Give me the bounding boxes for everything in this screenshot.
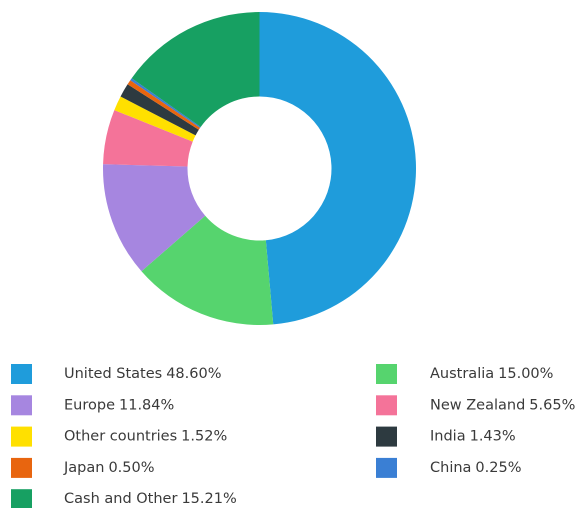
legend-swatch [11,489,32,508]
legend-value: 0.25% [475,460,521,476]
legend-name: Europe [64,397,115,413]
legend-label: Other countries 1.52% [64,429,227,445]
legend-name: China [430,460,471,476]
slice [120,84,199,136]
legend-swatch [376,457,397,478]
slice [114,96,196,142]
legend-name: India [430,429,466,445]
slice [127,80,201,130]
slice [259,12,417,325]
slice [102,164,206,272]
legend-value: 1.52% [181,429,227,445]
legend-name: Australia [430,366,494,382]
legend-value: 1.43% [470,429,516,445]
slice [103,110,193,167]
legend-label: Cash and Other 15.21% [64,491,237,507]
legend-label: China 0.25% [430,460,522,476]
legend-value: 48.60% [166,366,221,382]
slice [141,215,274,325]
legend-name: Cash and Other [64,491,177,507]
legend-swatch [376,395,397,416]
legend-swatch [11,364,32,384]
legend-value: 5.65% [529,397,575,413]
legend-label: New Zealand 5.65% [430,397,575,413]
legend-label: Australia 15.00% [430,366,553,382]
legend-label: Japan 0.50% [63,460,155,476]
legend-swatch [11,395,32,416]
legend-swatch [11,457,32,478]
legend-name: United States [64,366,162,382]
legend-swatch [376,426,397,447]
legend-label: United States 48.60% [64,366,221,382]
legend-name: Japan [63,460,104,476]
legend-label: India 1.43% [430,429,516,445]
legend-name: Other countries [64,429,177,445]
legend-value: 0.50% [108,460,154,476]
legend-value: 11.84% [119,397,174,413]
legend-value: 15.21% [181,491,236,507]
legend-swatch [11,426,32,447]
legend-value: 15.00% [498,366,553,382]
slice [131,12,260,127]
slice [130,78,201,128]
legend-swatch [376,364,397,384]
legend-name: New Zealand [430,397,525,413]
legend-label: Europe 11.84% [64,397,174,413]
